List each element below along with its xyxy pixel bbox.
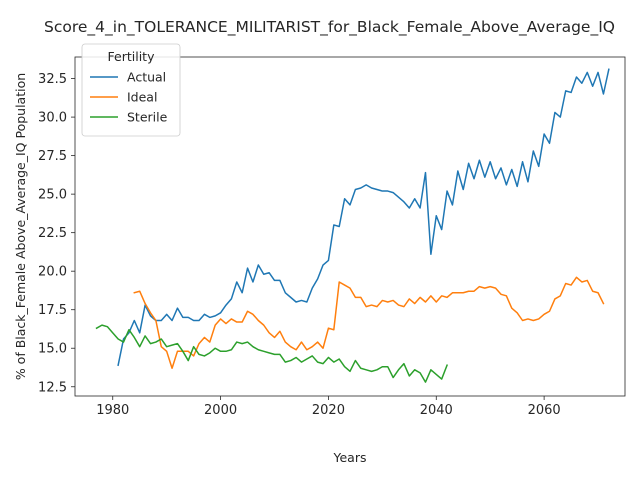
series-line-sterile [95, 324, 449, 383]
y-axis-label: % of Black_Female Above_Average_IQ Popul… [13, 73, 28, 380]
y-tick-label: 27.5 [38, 149, 67, 164]
x-tick-label: 1980 [96, 403, 129, 418]
x-tick-label: 2000 [204, 403, 237, 418]
plot-frame [74, 56, 626, 397]
x-tick-label: 2020 [312, 403, 345, 418]
y-tick-label: 15.0 [38, 342, 67, 357]
legend-title: Fertility [108, 49, 156, 64]
y-tick-label: 17.5 [38, 303, 67, 318]
x-axis: 1980 2000 2020 2040 2060 [96, 396, 561, 418]
x-tick-label: 2060 [528, 403, 561, 418]
x-axis-label: Years [333, 450, 367, 465]
y-tick-label: 20.0 [38, 265, 67, 280]
plot-lines [95, 68, 610, 383]
legend-label-ideal: Ideal [127, 90, 157, 105]
x-tick-label: 2040 [420, 403, 453, 418]
y-tick-label: 32.5 [38, 72, 67, 87]
chart-title: Score_4_in_TOLERANCE_MILITARIST_for_Blac… [44, 18, 615, 37]
legend-label-actual: Actual [127, 70, 166, 85]
y-tick-label: 22.5 [38, 226, 67, 241]
y-axis: 12.5 15.0 17.5 20.0 22.5 25.0 27.5 30.0 32.5 [38, 72, 75, 395]
legend: Fertility Actual Ideal Sterile [81, 43, 181, 137]
y-tick-label: 25.0 [38, 188, 67, 203]
y-tick-label: 30.0 [38, 111, 67, 126]
legend-label-sterile: Sterile [127, 110, 168, 125]
y-tick-label: 12.5 [38, 380, 67, 395]
series-line-actual [117, 68, 610, 367]
legend-box [81, 43, 181, 137]
series-line-ideal [133, 276, 605, 370]
